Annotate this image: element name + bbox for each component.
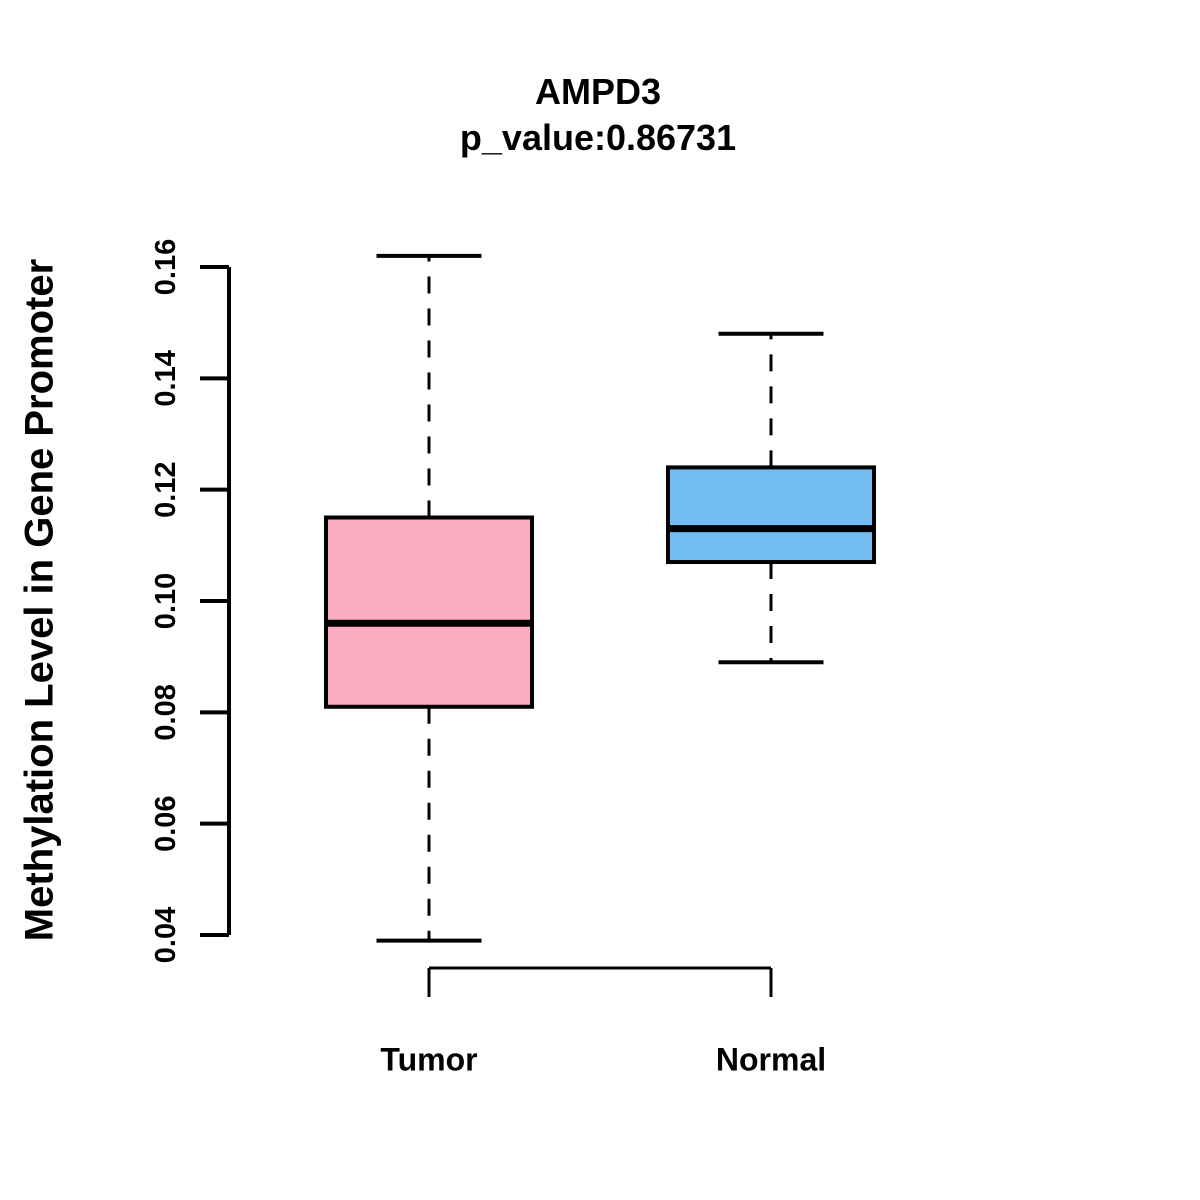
chart-subtitle: p_value:0.86731 xyxy=(459,117,737,158)
y-tick-label: 0.08 xyxy=(150,684,182,740)
y-tick-label: 0.10 xyxy=(150,573,182,629)
y-tick-label: 0.06 xyxy=(150,795,182,851)
x-tick-label-normal: Normal xyxy=(715,1041,827,1078)
x-tick-label-tumor: Tumor xyxy=(380,1041,478,1078)
chart-title: AMPD3 xyxy=(534,71,662,112)
tumor-box xyxy=(324,515,534,709)
y-tick-label: 0.14 xyxy=(150,350,182,406)
normal-box xyxy=(666,465,876,565)
y-tick-label: 0.12 xyxy=(150,461,182,517)
y-tick-label: 0.04 xyxy=(150,907,182,963)
y-tick-label: 0.16 xyxy=(150,239,182,295)
